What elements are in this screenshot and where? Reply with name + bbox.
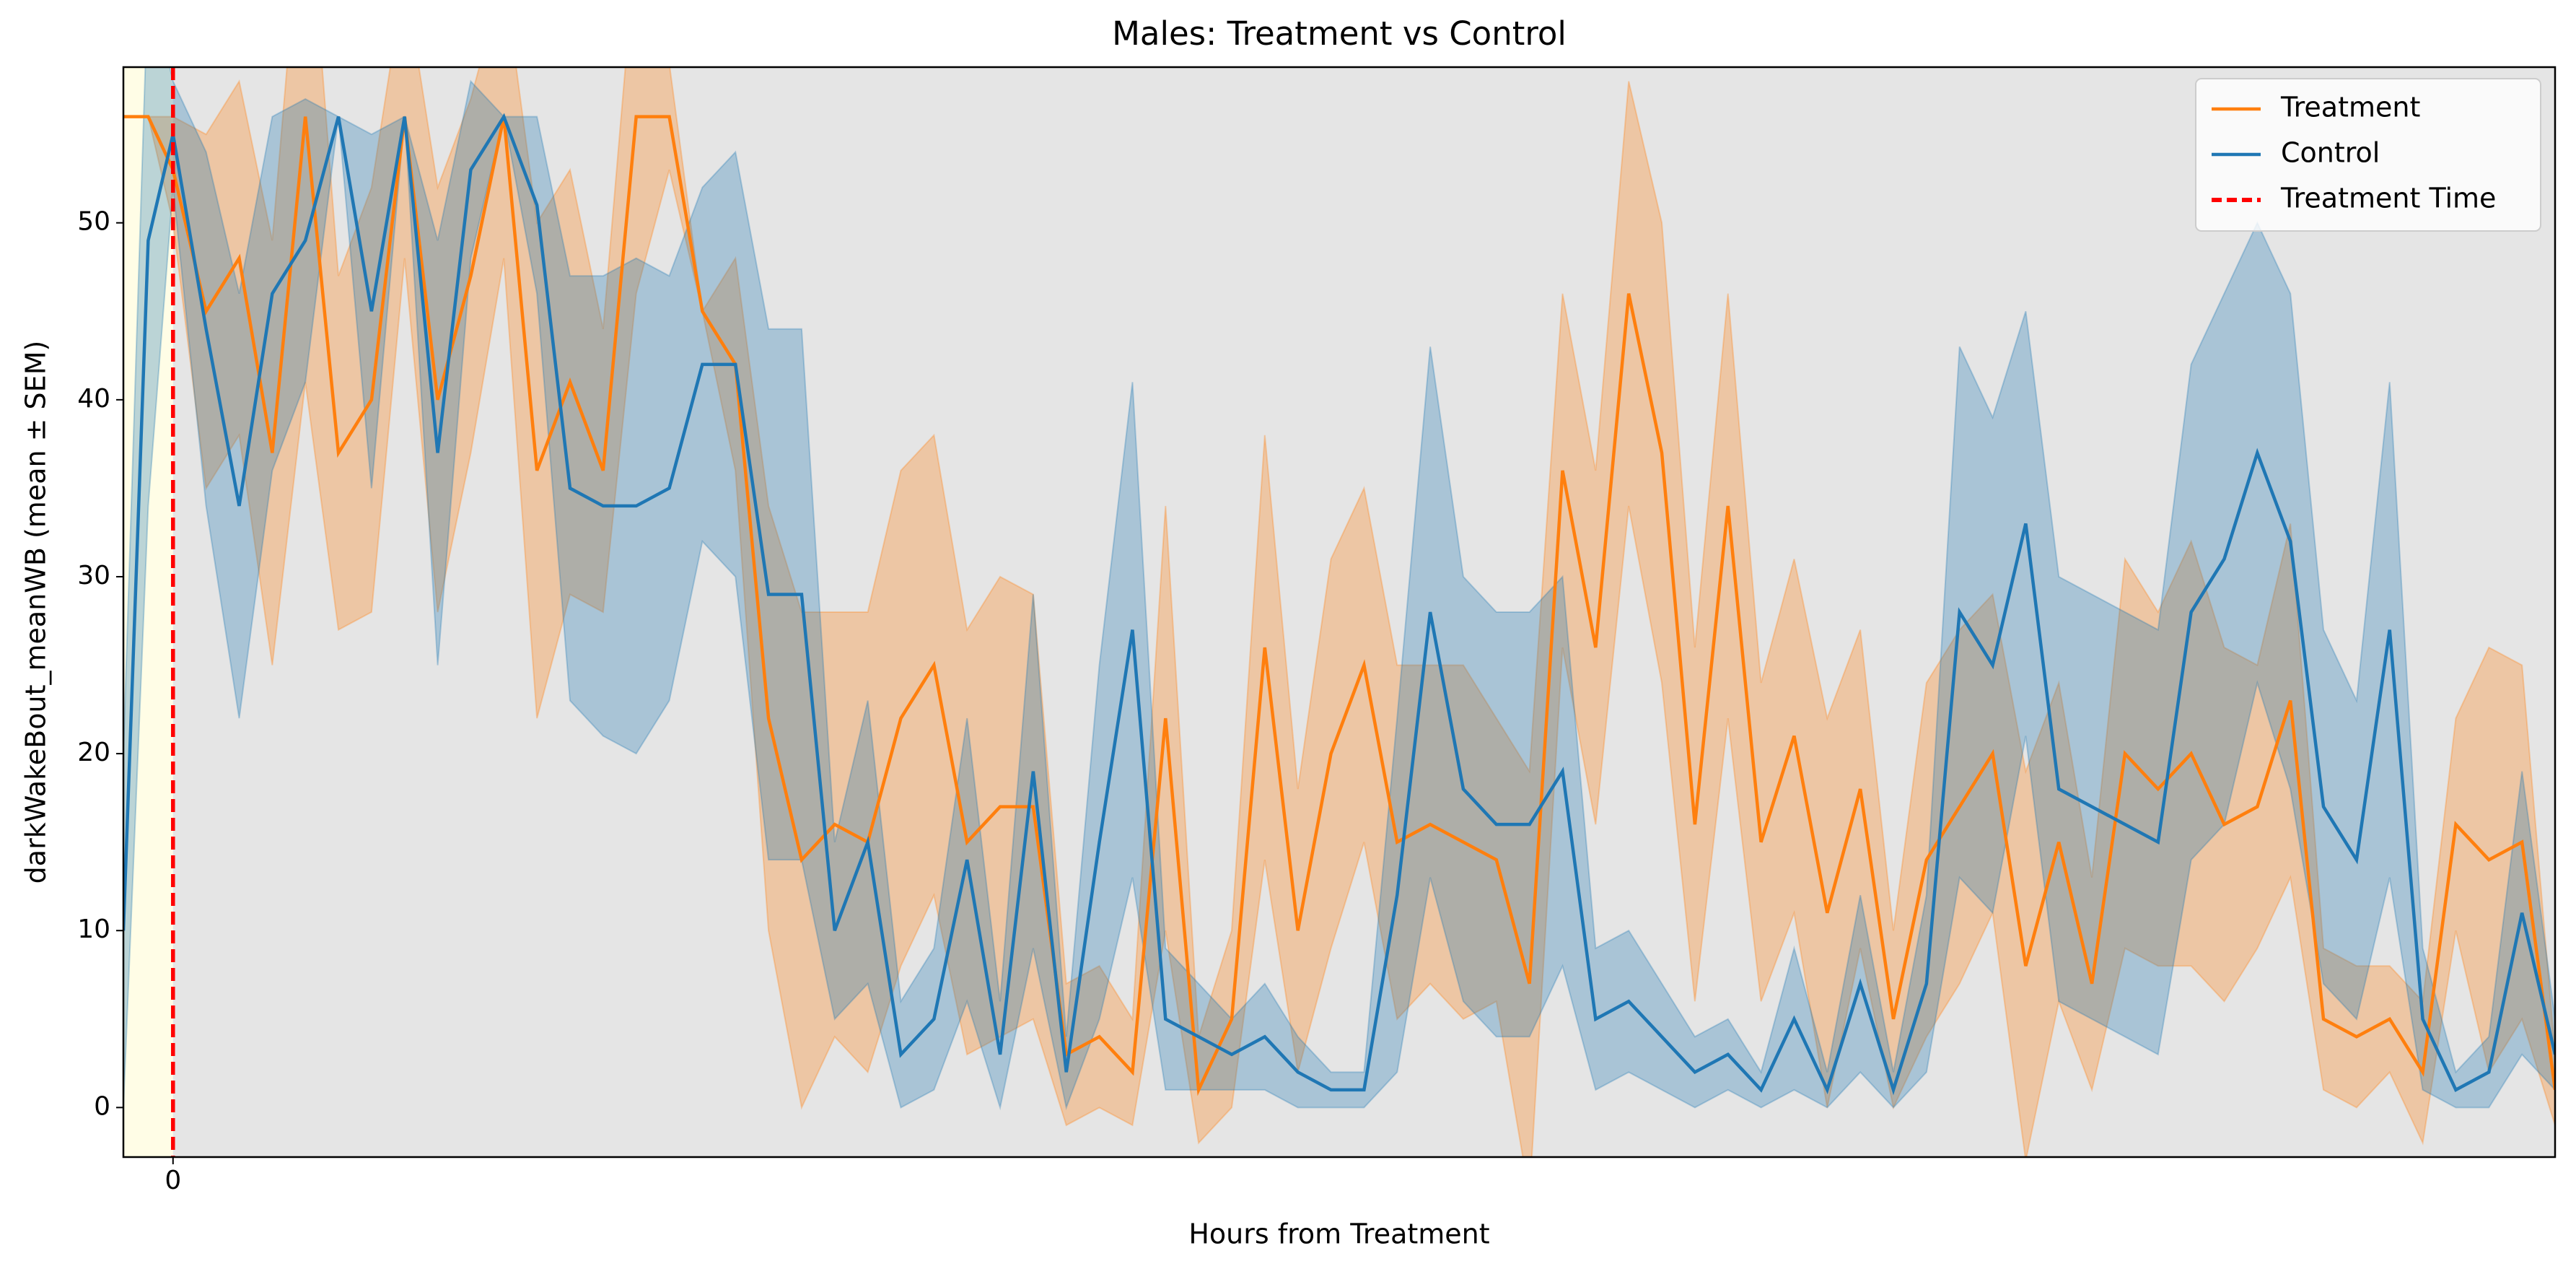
legend-box bbox=[2195, 78, 2541, 232]
post-region bbox=[172, 67, 2556, 1157]
legend-label: Treatment bbox=[2280, 92, 2420, 123]
y-tick-label: 10 bbox=[77, 915, 110, 944]
plot-area bbox=[123, 67, 2555, 1157]
legend: Treatment Control Treatment Time bbox=[2195, 78, 2541, 232]
sem-band bbox=[123, 67, 2555, 1111]
series-line bbox=[123, 115, 2555, 1096]
y-tick-label: 40 bbox=[77, 384, 110, 414]
chart-title: Males: Treatment vs Control bbox=[1112, 14, 1567, 53]
plot-frame bbox=[122, 66, 2557, 1159]
sem-band bbox=[123, 67, 2555, 1157]
y-tick-label: 20 bbox=[77, 738, 110, 767]
x-axis-label: Hours from Treatment bbox=[1188, 1218, 1489, 1250]
y-tick-label: 0 bbox=[94, 1091, 110, 1121]
legend-label: Control bbox=[2281, 137, 2380, 169]
series-line bbox=[123, 113, 2555, 1096]
y-tick-label: 50 bbox=[77, 207, 110, 237]
y-axis-label: darkWakeBout_meanWB (mean ± SEM) bbox=[20, 341, 52, 884]
legend-label: Treatment Time bbox=[2280, 183, 2496, 214]
x-tick-label: 0 bbox=[165, 1166, 181, 1195]
y-tick-label: 30 bbox=[77, 561, 110, 590]
